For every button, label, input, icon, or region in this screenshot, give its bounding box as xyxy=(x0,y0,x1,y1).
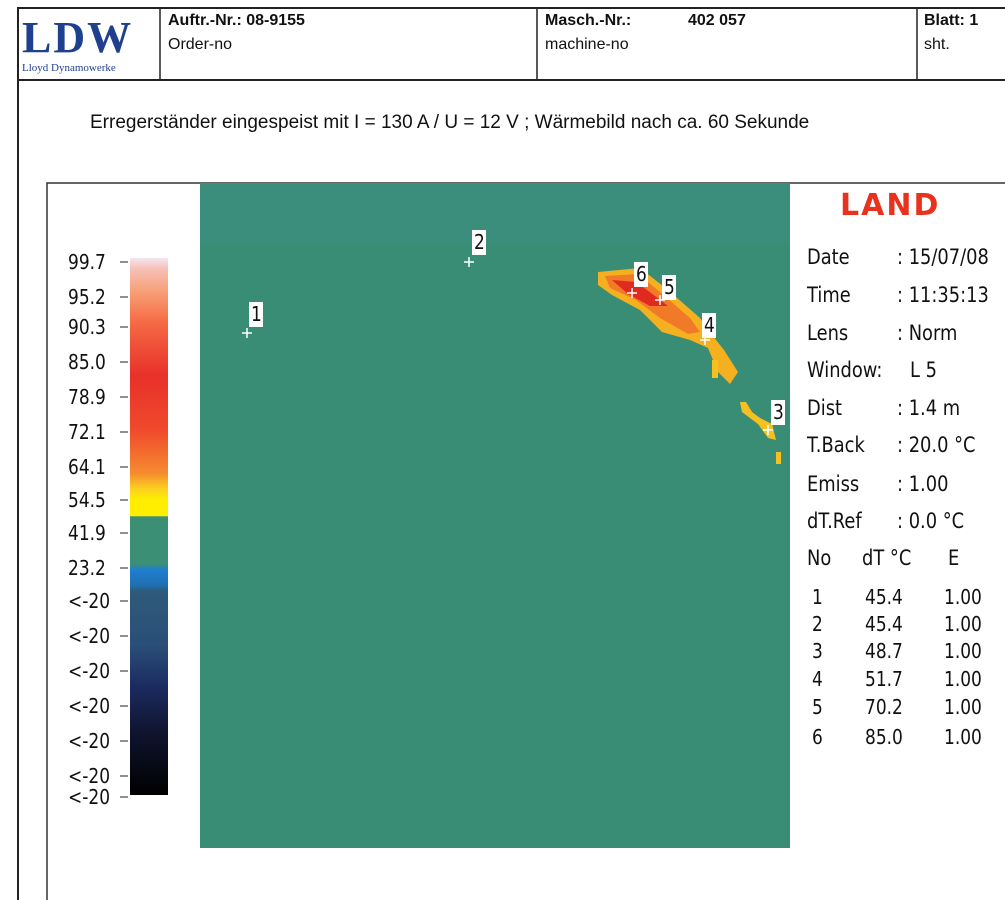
scale-label: <-20 xyxy=(68,729,110,753)
scale-label: 78.9 xyxy=(68,385,106,409)
table-cell: 45.4 xyxy=(865,612,903,636)
table-cell: 1.00 xyxy=(944,585,982,609)
scale-label: 54.5 xyxy=(68,488,106,512)
table-cell: 1.00 xyxy=(944,725,982,749)
info-value: : 1.4 m xyxy=(897,396,960,420)
caption: Erregerständer eingespeist mit I = 130 A… xyxy=(90,112,809,134)
machine-number: 402 057 xyxy=(688,12,746,30)
table-cell: 85.0 xyxy=(865,725,903,749)
info-value: L 5 xyxy=(910,358,937,382)
info-key: T.Back xyxy=(807,433,865,457)
sheet-sub: sht. xyxy=(924,36,950,54)
table-header: dT °C xyxy=(862,546,911,570)
scale-label: 90.3 xyxy=(68,315,106,339)
info-key: dT.Ref xyxy=(807,509,862,533)
scale-label: 72.1 xyxy=(68,420,106,444)
color-scale xyxy=(130,258,168,795)
table-cell: 70.2 xyxy=(865,695,903,719)
table-cell: 4 xyxy=(812,667,823,691)
info-value: : 20.0 °C xyxy=(897,433,976,457)
scale-label: <-20 xyxy=(68,785,110,809)
marker-label: 2 xyxy=(474,230,485,254)
info-value: : 1.00 xyxy=(897,472,948,496)
table-cell: 1.00 xyxy=(944,667,982,691)
table-header: E xyxy=(948,546,959,570)
sheet-label: Blatt: 1 xyxy=(924,12,978,30)
marker-label: 1 xyxy=(251,302,262,326)
marker-label: 6 xyxy=(636,262,647,286)
marker-label: 3 xyxy=(773,400,784,424)
table-cell: 1 xyxy=(812,585,823,609)
machine-sub: machine-no xyxy=(545,36,629,54)
order-label: Auftr.-Nr.: 08-9155 xyxy=(168,12,305,30)
info-key: Time xyxy=(807,283,851,307)
scale-label: <-20 xyxy=(68,694,110,718)
scale-label: <-20 xyxy=(68,589,110,613)
info-key: Dist xyxy=(807,396,842,420)
table-cell: 51.7 xyxy=(865,667,903,691)
scale-label: 23.2 xyxy=(68,556,106,580)
info-key: Date xyxy=(807,245,850,269)
scale-label: 64.1 xyxy=(68,455,106,479)
table-cell: 5 xyxy=(812,695,823,719)
logo-subtitle: Lloyd Dynamowerke xyxy=(22,62,116,74)
info-key: Window: xyxy=(807,358,882,382)
scale-label: <-20 xyxy=(68,659,110,683)
marker-label: 5 xyxy=(664,275,675,299)
table-cell: 48.7 xyxy=(865,639,903,663)
info-value: : Norm xyxy=(897,321,957,345)
info-value: : 11:35:13 xyxy=(897,283,989,307)
table-cell: 6 xyxy=(812,725,823,749)
order-sub: Order-no xyxy=(168,36,232,54)
table-cell: 1.00 xyxy=(944,612,982,636)
info-value: : 15/07/08 xyxy=(897,245,989,269)
thermal-image xyxy=(200,183,790,848)
info-key: Emiss xyxy=(807,472,859,496)
scale-label: 99.7 xyxy=(68,250,106,274)
table-cell: 1.00 xyxy=(944,695,982,719)
machine-label: Masch.-Nr.: xyxy=(545,12,631,30)
table-header: No xyxy=(807,546,831,570)
info-key: Lens xyxy=(807,321,848,345)
logo: LDW xyxy=(22,12,133,63)
table-cell: 2 xyxy=(812,612,823,636)
scale-label: 85.0 xyxy=(68,350,106,374)
info-value: : 0.0 °C xyxy=(897,509,964,533)
scale-label: 41.9 xyxy=(68,521,106,545)
table-cell: 3 xyxy=(812,639,823,663)
marker-label: 4 xyxy=(704,313,715,337)
page: LDW Lloyd Dynamowerke Auftr.-Nr.: 08-915… xyxy=(0,0,1005,900)
table-cell: 1.00 xyxy=(944,639,982,663)
scale-label: 95.2 xyxy=(68,285,106,309)
brand: LAND xyxy=(840,188,940,223)
table-cell: 45.4 xyxy=(865,585,903,609)
scale-label: <-20 xyxy=(68,624,110,648)
